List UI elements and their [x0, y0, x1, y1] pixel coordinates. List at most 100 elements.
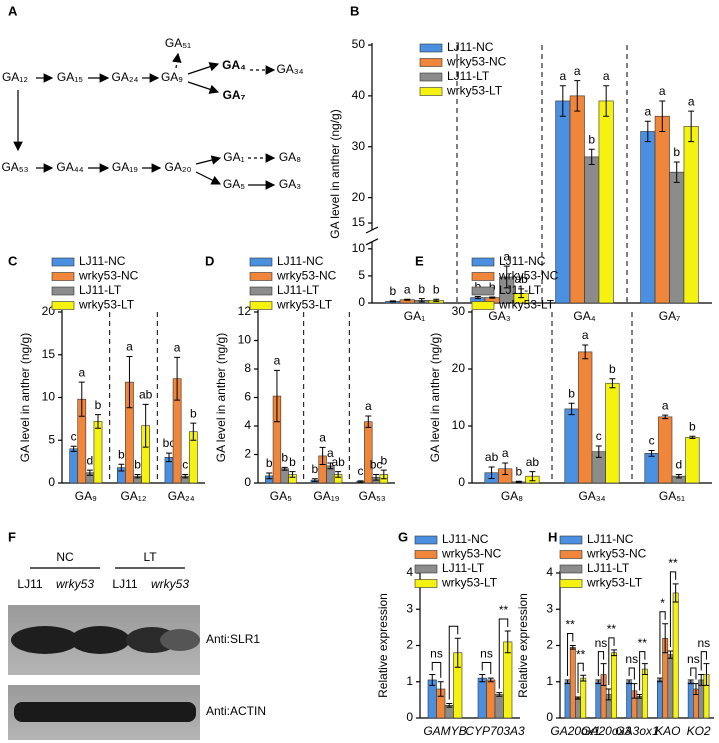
bar — [494, 694, 504, 719]
y-tick-label: 0 — [48, 475, 55, 489]
error-bar — [568, 402, 575, 416]
lane-label: LJ11 — [17, 577, 42, 591]
error-bar — [487, 677, 494, 683]
significance-letter: ab — [139, 388, 153, 402]
error-bar — [603, 85, 610, 117]
significance-letter: a — [274, 354, 281, 368]
y-axis-label: GA level in anther (ng/g) — [328, 109, 342, 238]
legend-swatch — [559, 535, 583, 545]
significance-letter: a — [174, 340, 181, 354]
error-bar — [672, 583, 679, 603]
legend-swatch — [471, 301, 495, 310]
legend-label: LJ11-NC — [499, 254, 546, 268]
significance-letter: d — [87, 453, 94, 467]
error-bar — [380, 469, 387, 480]
significance-letter: bc — [370, 458, 383, 472]
bar — [687, 681, 694, 719]
y-tick-label: 10 — [352, 241, 366, 255]
legend-swatch — [419, 43, 443, 53]
break-mark — [365, 238, 379, 246]
x-tick-label: CYP703A3 — [465, 724, 525, 738]
legend-swatch — [249, 301, 273, 310]
error-bar — [142, 403, 149, 448]
pathway-node: GA₄₄ — [56, 160, 83, 174]
error-bar — [667, 650, 674, 659]
significance-letter: b — [380, 453, 387, 467]
error-bar — [515, 480, 522, 483]
chart-panel: B GA level in anther (ng/g) 0 5 10 15 20 30 40 50… — [328, 3, 712, 323]
bar — [611, 652, 617, 719]
significance-label: ns — [625, 652, 638, 666]
y-tick-label: 15 — [352, 215, 366, 229]
error-bar — [518, 288, 525, 299]
error-bar — [489, 296, 496, 299]
x-tick-label: KO2 — [687, 724, 711, 738]
y-tick-label: 2 — [406, 638, 413, 652]
bar — [657, 679, 663, 719]
error-bar — [631, 683, 638, 699]
legend-swatch — [559, 550, 583, 559]
error-bar — [174, 356, 181, 401]
error-bar — [662, 623, 669, 654]
significance-label: ns — [480, 647, 493, 661]
significance-label: ** — [607, 622, 617, 636]
error-bar — [656, 677, 663, 683]
significance-label: ** — [565, 618, 575, 632]
y-tick-label: 10 — [42, 390, 56, 404]
y-tick-label: 0 — [358, 295, 365, 309]
significance-letter: b — [389, 284, 396, 298]
significance-letter: ab — [514, 272, 528, 286]
pathway-diagram: A — [8, 3, 276, 190]
y-tick-label: 30 — [452, 304, 466, 318]
significance-bracket — [448, 625, 459, 700]
significance-label: ** — [638, 636, 648, 650]
bar — [69, 448, 79, 484]
legend-label: wrky53-NC — [276, 269, 337, 283]
legend-label: wrky53-NC — [498, 269, 559, 283]
error-bar — [580, 674, 587, 682]
error-bar — [529, 471, 536, 482]
pathway-node: GA₄ — [222, 58, 246, 72]
y-tick-label: 12 — [238, 304, 252, 318]
significance-letter: a — [319, 431, 326, 445]
chart-panel: G Relative expression 0 1 2 3 4 GAMYB ns CYP703A3… — [376, 529, 525, 738]
significance-letter: ab — [485, 450, 499, 464]
significance-label: ns — [595, 636, 608, 650]
y-tick-label: 0 — [458, 475, 465, 489]
pathway-node: GA₈ — [279, 150, 301, 164]
error-bar — [569, 645, 576, 650]
legend-label: LJ11-NC — [79, 254, 126, 268]
legend-swatch — [559, 564, 583, 574]
legend-label: LJ11-LT — [447, 69, 490, 83]
significance-letter: b — [190, 406, 197, 420]
significance-bracket — [567, 633, 574, 676]
antibody-label: Anti:SLR1 — [206, 632, 260, 646]
legend-swatch — [471, 272, 495, 281]
legend-swatch — [414, 579, 438, 588]
error-bar — [689, 435, 696, 440]
error-bar — [373, 473, 380, 481]
bar — [564, 408, 579, 484]
significance-bracket — [608, 637, 615, 685]
significance-letter: c — [649, 434, 655, 448]
y-axis-label: GA level in anther (ng/g) — [18, 333, 32, 462]
bar — [580, 677, 587, 719]
group-label: NC — [56, 550, 74, 564]
legend-label: wrky53-NC — [446, 55, 507, 69]
lane-label: LJ11 — [112, 577, 137, 591]
error-bar — [182, 473, 189, 479]
x-tick-label: GA₅₃ — [359, 489, 386, 503]
significance-label: ns — [430, 647, 443, 661]
error-bar — [502, 462, 509, 475]
y-tick-label: 3 — [546, 601, 553, 615]
error-bar — [595, 679, 602, 685]
error-bar — [327, 462, 334, 470]
legend-label: wrky53-NC — [586, 547, 647, 561]
significance-letter: a — [574, 64, 581, 78]
error-bar — [311, 478, 318, 483]
significance-letter: b — [588, 132, 595, 146]
significance-letter: b — [134, 458, 141, 472]
x-tick-label: GA₁ — [404, 309, 425, 323]
legend-swatch — [414, 564, 438, 574]
